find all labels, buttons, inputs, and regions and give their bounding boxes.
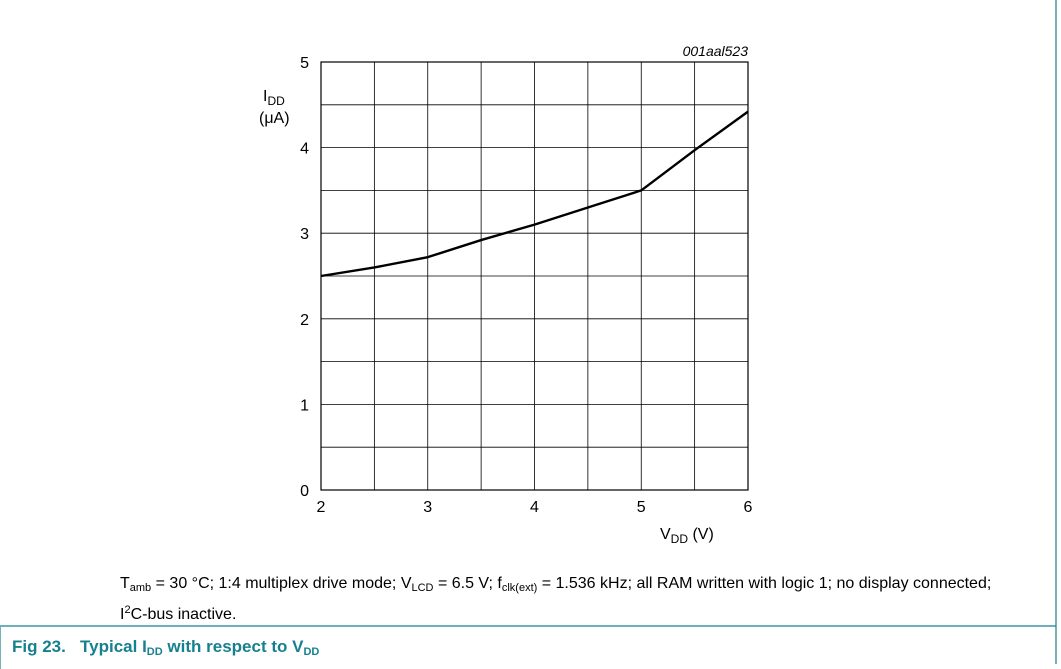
title-sub1: DD — [146, 646, 163, 658]
y-axis-subscript: DD — [267, 94, 285, 108]
y-tick-labels: 0 1 2 3 4 5 — [300, 55, 309, 500]
caption-t: T — [120, 575, 130, 592]
x-tick-label: 5 — [637, 499, 646, 516]
x-axis-subscript: DD — [671, 532, 689, 546]
y-axis-unit: (μA) — [259, 110, 290, 127]
caption-v-sub: LCD — [411, 582, 434, 594]
x-tick-label: 4 — [530, 499, 539, 516]
y-tick-label: 0 — [300, 483, 309, 500]
title-text1: Typical I — [80, 637, 147, 656]
x-tick-label: 3 — [423, 499, 432, 516]
caption-part2: = 6.5 V; — [433, 575, 498, 592]
x-tick-label: 6 — [744, 499, 753, 516]
x-axis-unit: (V) — [688, 526, 714, 543]
caption-v: V — [400, 575, 412, 592]
x-tick-labels: 2 3 4 5 6 — [317, 499, 753, 516]
title-text2: with respect to V — [162, 637, 304, 656]
figure-id: 001aal523 — [683, 43, 749, 59]
caption-i-sup: 2 — [124, 604, 131, 616]
caption-part1: = 30 °C; 1:4 multiplex drive mode; — [151, 575, 401, 592]
y-tick-label: 5 — [300, 55, 309, 72]
caption-t-sub: amb — [129, 582, 152, 594]
x-axis-label: VDD (V) — [660, 526, 714, 546]
figure-number: Fig 23. — [12, 637, 66, 656]
figure-title: Fig 23. Typical IDD with respect to VDD — [12, 637, 319, 658]
caption-f: f — [497, 575, 502, 592]
figure-caption: Tamb = 30 °C; 1:4 multiplex drive mode; … — [120, 573, 1020, 626]
y-tick-label: 3 — [300, 226, 309, 243]
x-axis-symbol: V — [660, 526, 671, 543]
series-line — [320, 110, 749, 278]
x-tick-label: 2 — [317, 499, 326, 516]
caption-part3: = 1.536 kHz; all RAM written with logic … — [537, 575, 992, 592]
y-axis-label: IDD — [263, 88, 285, 108]
caption-i: I — [120, 606, 125, 623]
grid — [320, 61, 749, 491]
caption-f-sub: clk(ext) — [501, 582, 538, 594]
y-tick-label: 1 — [300, 397, 309, 414]
y-axis-symbol: I — [263, 88, 267, 105]
title-sub2: DD — [303, 646, 320, 658]
series — [320, 110, 749, 278]
y-tick-label: 2 — [300, 312, 309, 329]
caption-part4: C-bus inactive. — [130, 606, 237, 623]
y-tick-label: 4 — [300, 141, 309, 158]
